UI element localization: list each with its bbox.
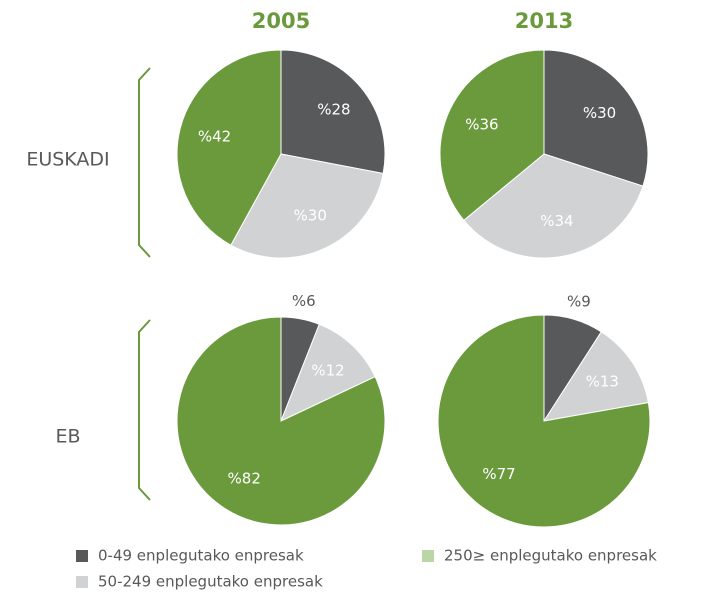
data-label: %36	[465, 115, 498, 133]
pie-slice	[542, 331, 649, 422]
pie-slice	[463, 153, 644, 259]
data-label: %12	[311, 361, 344, 379]
pie-slice	[280, 49, 386, 175]
column-title: 2005	[252, 9, 310, 33]
data-label: %34	[540, 212, 573, 230]
legend-swatch	[422, 550, 434, 562]
column-title: 2013	[515, 9, 573, 33]
data-label: %13	[586, 373, 619, 391]
pie-slice	[176, 49, 282, 246]
legend-label: 250≥ enplegutako enpresak	[444, 547, 657, 565]
bracket	[138, 67, 151, 258]
data-label: %77	[482, 465, 515, 483]
row-label: EUSKADI	[26, 149, 109, 171]
legend-label: 50-249 enplegutako enpresak	[98, 573, 323, 591]
data-label: %82	[228, 469, 261, 487]
pie-slice	[280, 323, 376, 422]
data-label: %9	[567, 293, 591, 311]
bracket	[138, 319, 151, 501]
pie-slice	[437, 314, 651, 528]
pie-slice	[176, 316, 386, 526]
pie-slice	[230, 153, 384, 259]
legend-swatch	[76, 550, 88, 562]
data-label: %6	[292, 292, 316, 310]
pie-slice	[439, 49, 545, 221]
data-label: %30	[583, 104, 616, 122]
legend-label: 0-49 enplegutako enpresak	[98, 547, 304, 565]
data-label: %28	[317, 101, 350, 119]
row-label: EB	[55, 426, 80, 448]
data-label: %42	[198, 127, 231, 145]
legend-swatch	[76, 576, 88, 588]
data-label: %30	[294, 207, 327, 225]
pie-slice	[543, 49, 649, 187]
